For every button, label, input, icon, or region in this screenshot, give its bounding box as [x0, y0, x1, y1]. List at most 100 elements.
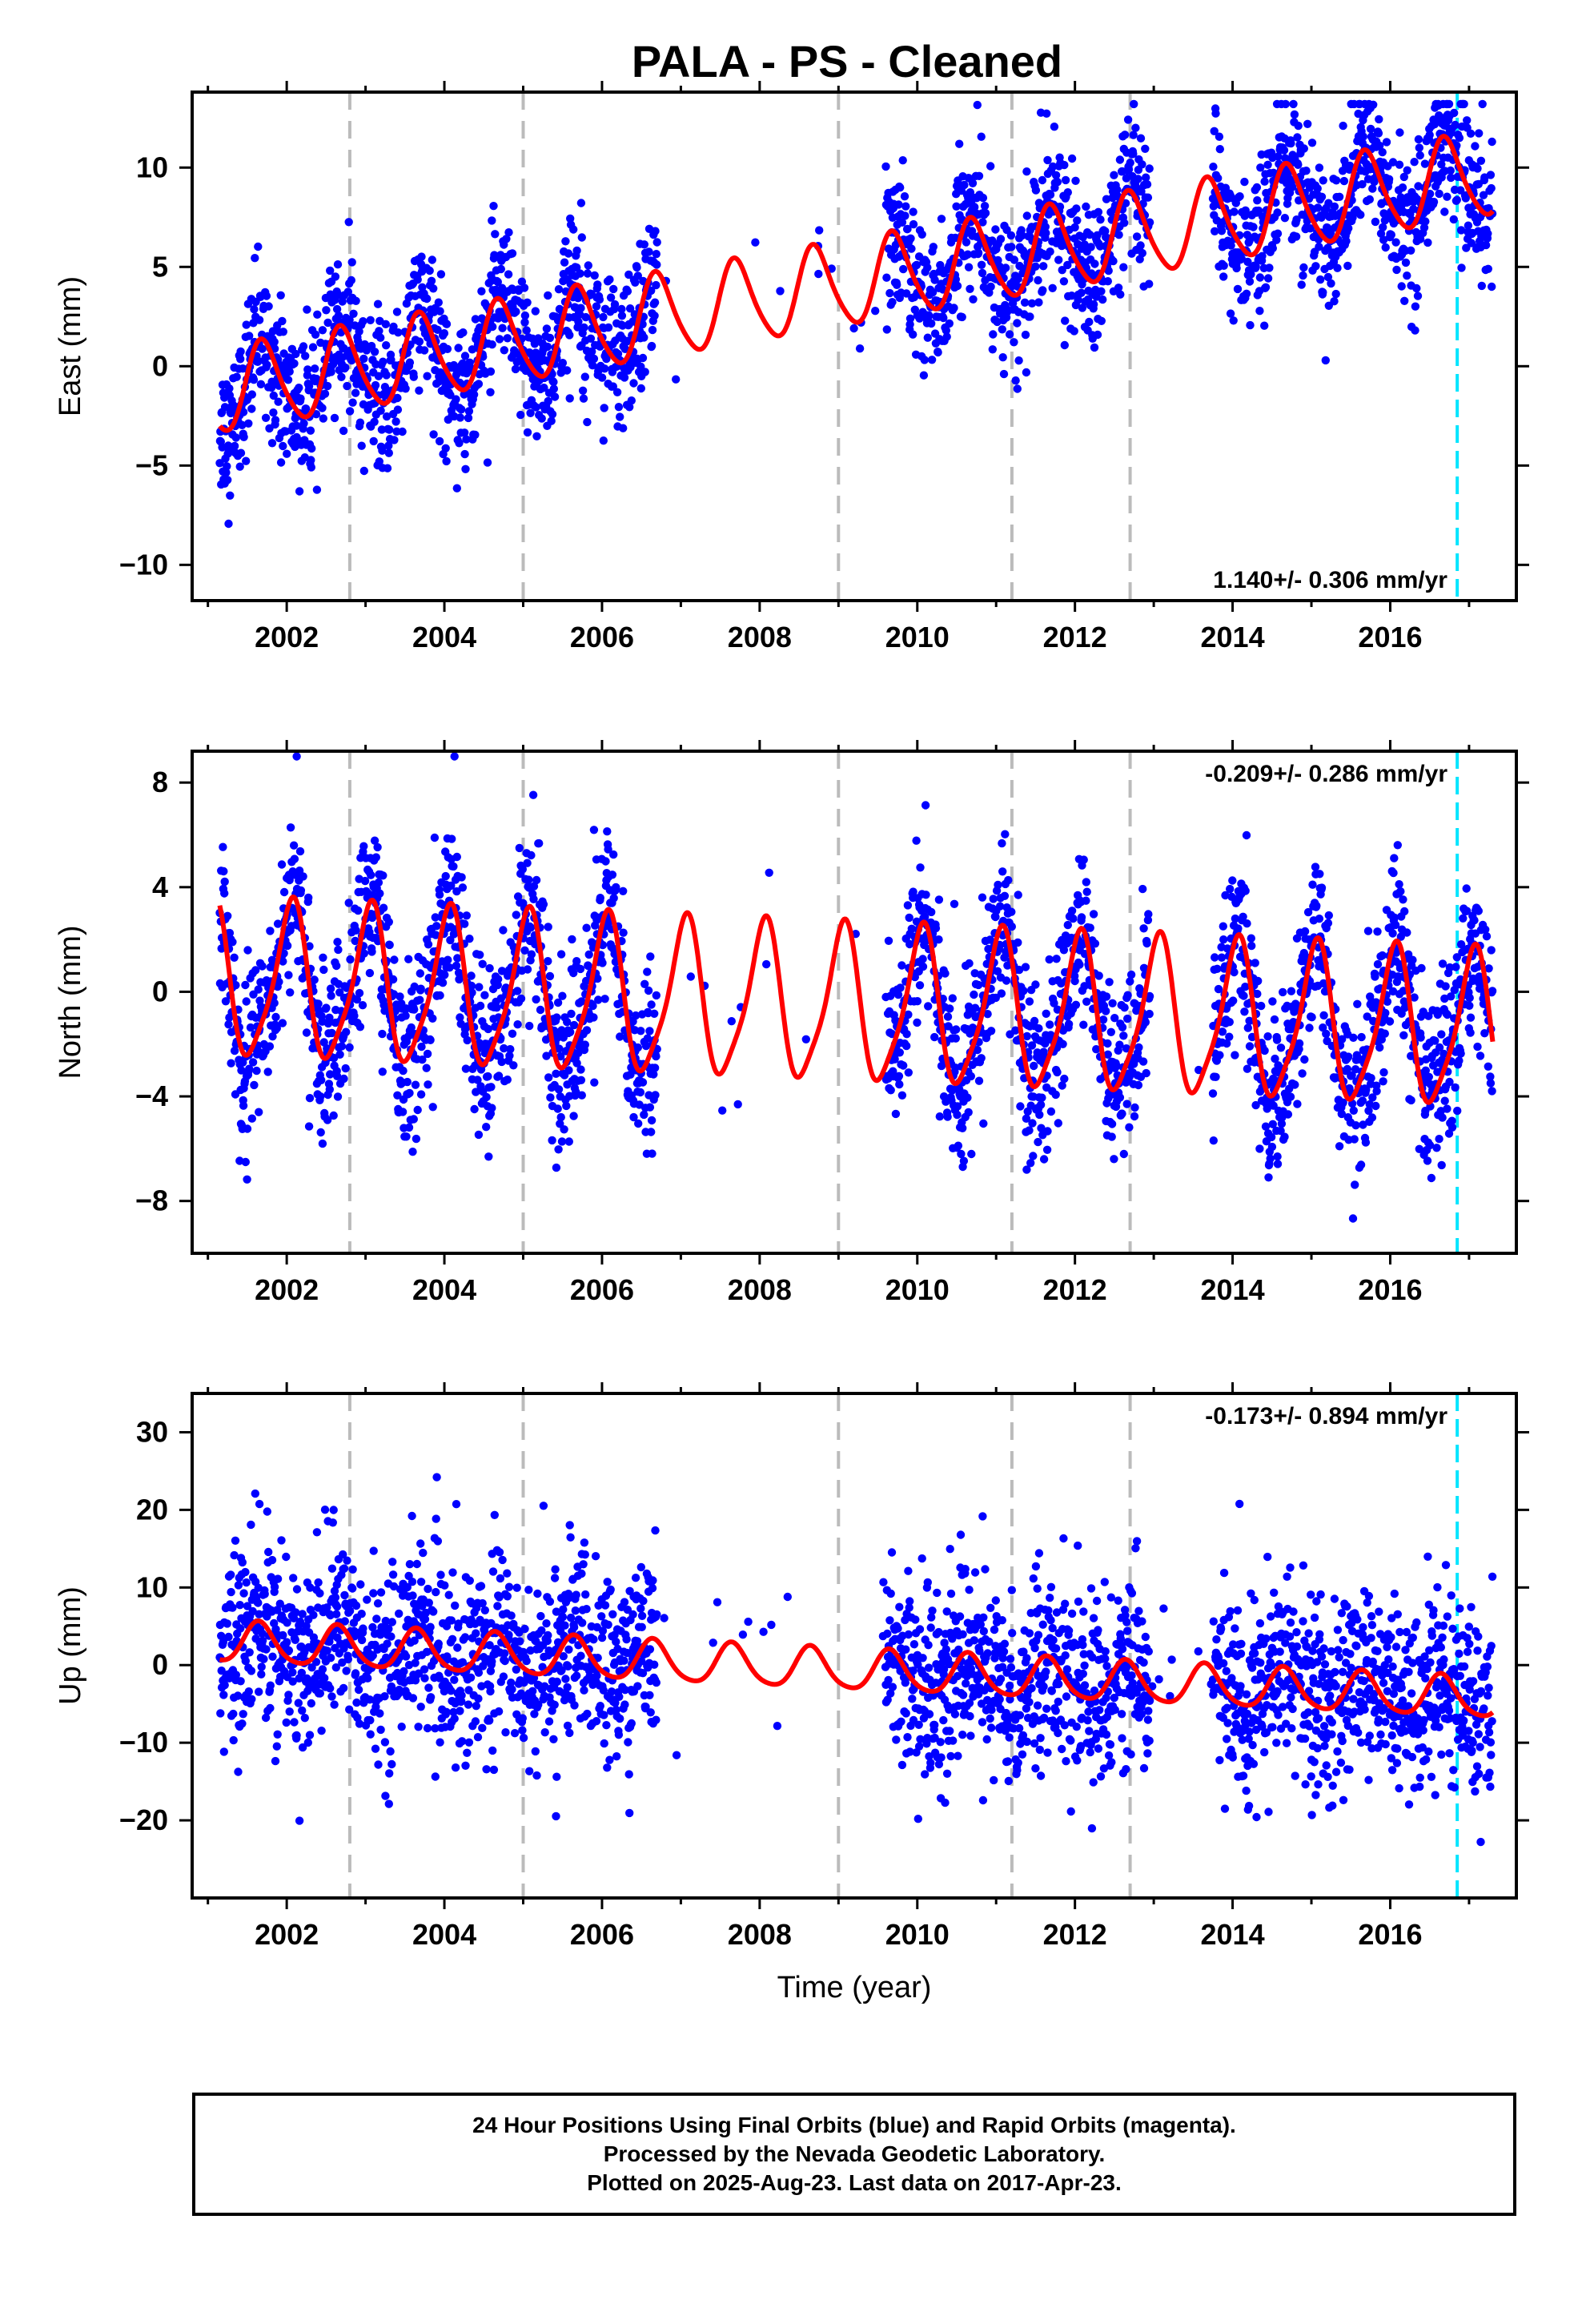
data-point: [1063, 920, 1073, 930]
data-point: [532, 875, 541, 885]
data-point: [762, 959, 771, 969]
data-point: [1443, 1104, 1452, 1113]
data-point: [1215, 145, 1225, 154]
data-point: [511, 364, 520, 374]
data-point: [589, 1013, 598, 1022]
data-point: [1444, 99, 1454, 109]
data-point: [1410, 158, 1419, 167]
data-point: [284, 971, 293, 979]
data-point: [1085, 317, 1094, 327]
data-point: [544, 923, 552, 931]
data-point: [902, 289, 911, 298]
data-point: [565, 394, 574, 403]
data-point: [299, 342, 308, 351]
data-point: [223, 462, 231, 471]
data-point: [1488, 1087, 1496, 1096]
data-point: [527, 950, 536, 959]
data-point: [462, 911, 471, 920]
data-point: [365, 968, 375, 978]
data-point: [1132, 232, 1142, 241]
data-point: [978, 893, 987, 902]
data-point: [1375, 1043, 1384, 1052]
data-point: [572, 263, 581, 272]
data-point: [476, 951, 484, 959]
data-point: [401, 384, 410, 393]
data-point: [994, 255, 1002, 265]
data-point: [332, 304, 342, 314]
data-point: [545, 333, 555, 343]
data-point: [1058, 1039, 1067, 1049]
data-point: [303, 365, 312, 374]
data-point: [1055, 203, 1065, 211]
data-point: [1042, 1009, 1050, 1019]
data-point: [1476, 1051, 1485, 1060]
data-point: [1453, 1106, 1462, 1116]
data-point: [1051, 171, 1061, 179]
data-point: [1357, 1032, 1366, 1042]
data-point: [349, 309, 358, 318]
data-point: [1343, 261, 1352, 271]
data-point: [1446, 166, 1456, 175]
data-point: [243, 1124, 252, 1133]
data-point: [524, 875, 533, 884]
data-point: [1209, 163, 1218, 171]
data-point: [974, 248, 983, 257]
data-point: [1107, 1120, 1117, 1128]
data-point: [270, 337, 279, 347]
data-point: [958, 1124, 967, 1133]
data-point: [222, 468, 231, 477]
data-point: [338, 297, 347, 306]
data-point: [882, 325, 892, 334]
data-point: [600, 404, 608, 412]
data-point: [1053, 1068, 1062, 1077]
data-point: [1217, 953, 1227, 962]
data-point: [546, 1093, 555, 1102]
data-point: [1321, 356, 1331, 365]
data-point: [1061, 316, 1070, 325]
data-point: [998, 838, 1006, 848]
data-point: [471, 430, 480, 440]
data-point: [1102, 992, 1111, 1001]
data-point: [580, 323, 588, 332]
data-point: [277, 860, 287, 869]
data-point: [322, 306, 331, 315]
data-point: [371, 853, 380, 862]
data-point: [1351, 1180, 1359, 1189]
data-point: [1103, 1039, 1112, 1048]
data-point: [394, 328, 403, 337]
data-point: [215, 459, 224, 468]
data-point: [1260, 321, 1269, 330]
data-point: [416, 969, 424, 978]
data-point: [966, 284, 974, 293]
data-point: [359, 317, 367, 326]
plot-area: 2002 2004 2006 2008 2010 2012 2014 2016−10−5051…: [54, 81, 1529, 2004]
data-point: [487, 1083, 496, 1092]
data-point: [904, 1068, 913, 1077]
data-point: [256, 380, 266, 388]
data-point: [1484, 264, 1493, 273]
data-point: [1408, 955, 1417, 964]
data-point: [979, 1119, 988, 1128]
data-point: [1064, 1019, 1074, 1029]
data-point: [393, 393, 402, 403]
data-point: [465, 935, 474, 943]
data-point: [1067, 154, 1077, 163]
data-point: [493, 277, 502, 287]
data-point: [388, 975, 398, 984]
data-point: [1276, 1043, 1286, 1052]
data-point: [629, 379, 638, 388]
data-point: [271, 1012, 280, 1022]
data-point: [436, 270, 446, 279]
data-point: [1014, 891, 1022, 899]
data-point: [549, 377, 558, 387]
x-tick-label: 2012: [1043, 621, 1107, 653]
data-point: [1125, 1123, 1134, 1132]
data-point: [1313, 184, 1322, 193]
data-point: [1061, 175, 1070, 185]
data-point: [376, 406, 385, 415]
data-point: [441, 871, 450, 881]
data-point: [601, 857, 610, 866]
data-point: [440, 329, 449, 338]
data-point: [638, 353, 648, 363]
data-point: [1486, 171, 1496, 179]
